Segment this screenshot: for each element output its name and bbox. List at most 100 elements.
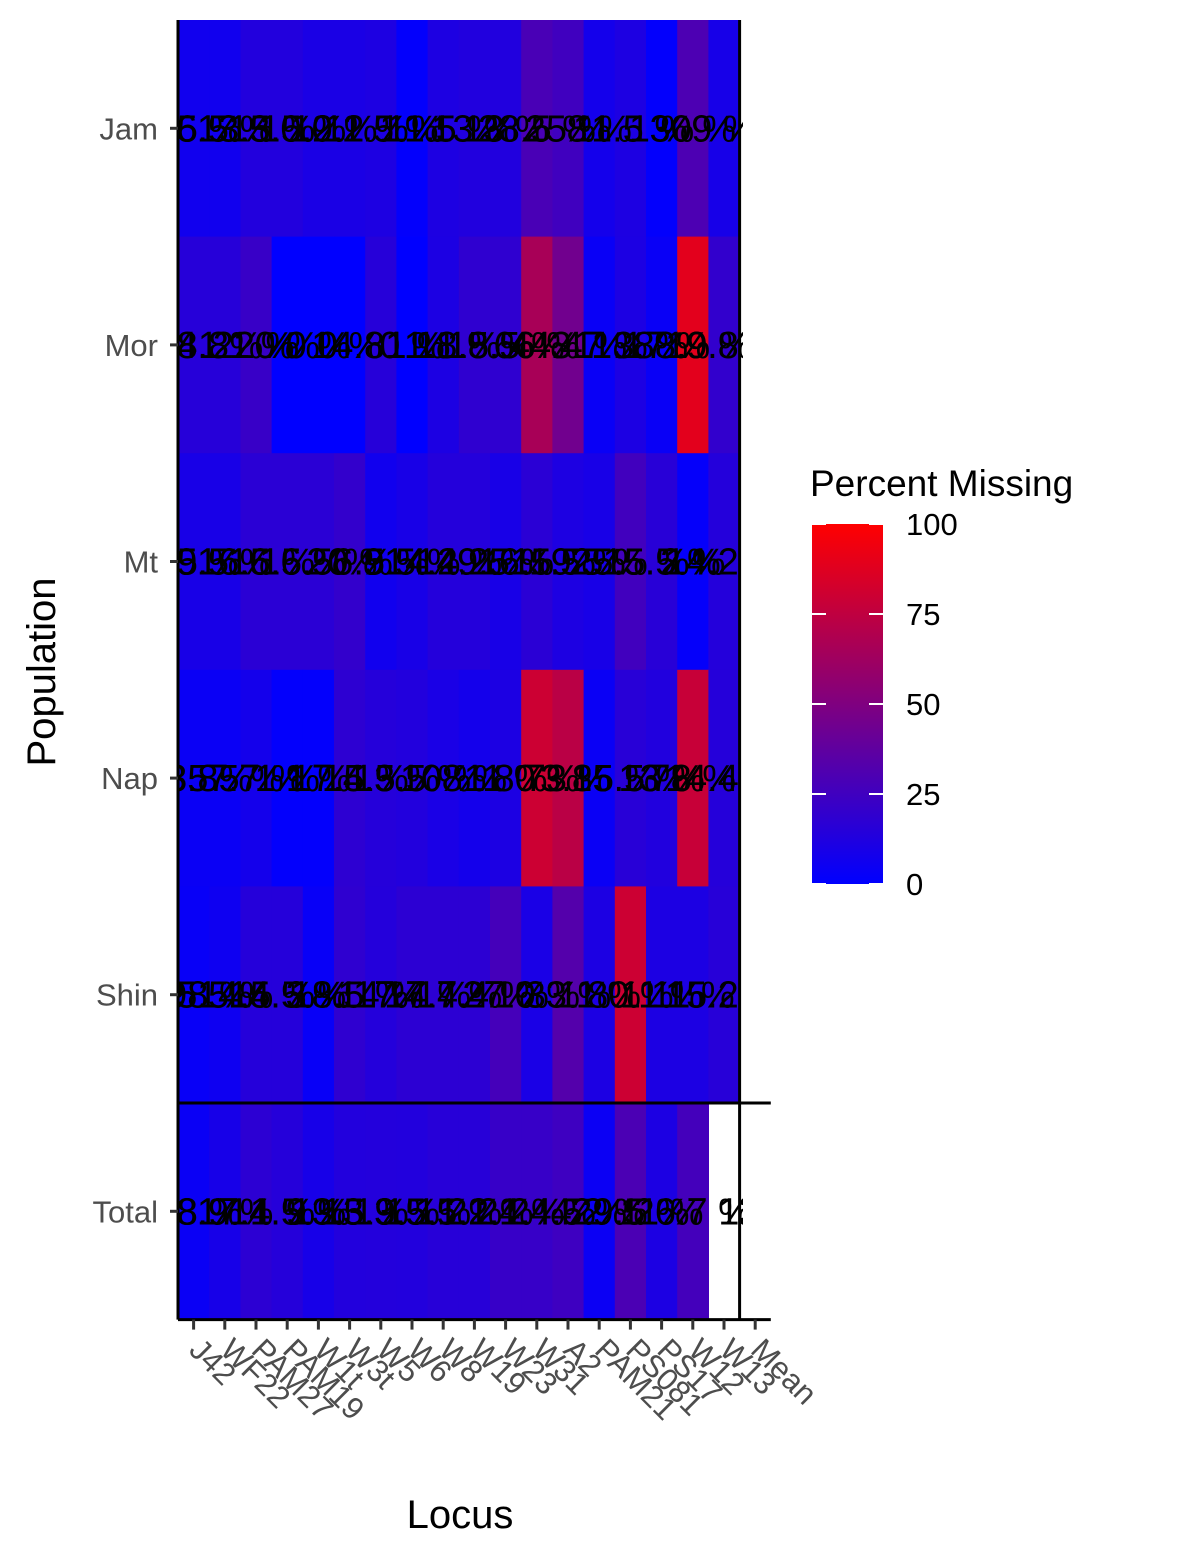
heatmap-cell [490, 236, 522, 454]
cell-value-label: 1 % [629, 108, 694, 150]
heatmap-cell [583, 886, 616, 1104]
heatmap-cell [614, 669, 647, 887]
total-value-label: 13.5 % [290, 1191, 408, 1233]
cell-value-label: 14.5 % [197, 975, 315, 1017]
cell-value-label: 17.4 % [415, 975, 533, 1017]
cell-value-label: 2 % [660, 542, 725, 584]
heatmap-cell [677, 236, 709, 454]
heatmap-cell [614, 453, 647, 671]
cell-value-label: 11 % [557, 975, 641, 1017]
y-tick-label: Mt [124, 545, 159, 580]
heatmap-cell [490, 20, 522, 238]
heatmap-cell [458, 453, 491, 671]
y-tick-label: Total [93, 1194, 158, 1229]
heatmap-cell [271, 886, 304, 1104]
cell-value-label: 0 % [254, 325, 319, 367]
cell-value-label: 14 % [337, 975, 424, 1017]
cell-value-label: 18.5 % [446, 325, 564, 367]
heatmap-cell-labels: 6.5 %6.5 %13.5 %13.5 %10.2 %10.2 %11.5 %… [124, 108, 783, 1233]
heatmap-cell [458, 886, 491, 1104]
heatmap-cell [490, 669, 522, 887]
cell-value-label: 10.2 % [259, 108, 377, 150]
heatmap-cell [209, 669, 241, 887]
cell-value-label: 17.4 % [384, 975, 502, 1017]
cell-value-label: 9.5 % [176, 542, 273, 584]
color-legend: Percent Missing 0 25 50 75 100 [810, 463, 1073, 902]
cell-value-label: 9.5 % [457, 542, 554, 584]
cell-value-label: 9.5 % [363, 542, 460, 584]
total-cell [365, 1103, 397, 1320]
cell-value-label: 6.5 % [332, 542, 429, 584]
cell-value-label: 11 % [651, 975, 735, 1017]
cell-value-label: 8 % [566, 108, 631, 150]
heatmap-cell [677, 669, 709, 887]
heatmap-cell [271, 20, 304, 238]
heatmap-cell [614, 886, 647, 1104]
heatmap-cell [552, 236, 585, 454]
total-cell [427, 1103, 460, 1320]
cell-value-label: 3 % [286, 975, 351, 1017]
total-value-label: 4.2 % [551, 1191, 648, 1233]
total-cell [302, 1103, 335, 1320]
x-axis-title: Locus [407, 1493, 514, 1537]
heatmap-cell [552, 453, 585, 671]
heatmap-cell [427, 236, 460, 454]
cell-value-label: 13.5 % [197, 108, 315, 150]
cell-value-label: 1 % [286, 758, 351, 800]
heatmap-cell [209, 20, 241, 238]
heatmap-cell [490, 453, 522, 671]
heatmap-cell [396, 20, 429, 238]
cell-value-label: 14.81 % [124, 325, 263, 367]
cell-value-label: 16.5 % [478, 542, 596, 584]
cell-value-label: 19.8 % [665, 325, 783, 367]
heatmap-cell [271, 236, 304, 454]
cell-value-label: 14.2 % [384, 542, 502, 584]
cell-value-label: 13.5 % [353, 758, 471, 800]
total-value-label: 24.5 % [509, 1191, 627, 1233]
cell-value-label: 1 % [254, 758, 319, 800]
cell-value-label: 0 % [286, 325, 351, 367]
cell-value-label: 15.5 % [602, 542, 720, 584]
heatmap-cell [677, 886, 709, 1104]
cell-value-label: 14.81 % [155, 325, 294, 367]
heatmap-cell [209, 886, 241, 1104]
cell-value-label: 3.7 % [613, 325, 710, 367]
cell-value-label: 10 % [493, 975, 580, 1017]
cell-value-label: 30 % [649, 108, 736, 150]
cell-value-label: 73 % [525, 758, 612, 800]
cell-value-label: 11 % [620, 975, 704, 1017]
y-tick-label: Shin [96, 978, 158, 1013]
heatmap-cell [178, 453, 210, 671]
total-value-label: 8.9 % [176, 1191, 273, 1233]
cell-value-label: 3.85 % [540, 758, 658, 800]
heatmap-cell [396, 236, 429, 454]
cell-value-label: 9.5 % [145, 542, 242, 584]
total-value-label: 29.5 % [571, 1191, 689, 1233]
cell-value-label: 9.5 % [551, 542, 648, 584]
heatmap-cell [209, 236, 241, 454]
heatmap-cell [708, 886, 741, 1104]
heatmap-cell [178, 886, 210, 1104]
total-value-label: 9 % [286, 1191, 351, 1233]
heatmap-cell [521, 453, 553, 671]
heatmap-cell [334, 886, 366, 1104]
cell-value-label: 10 % [400, 758, 487, 800]
heatmap-cell [427, 886, 460, 1104]
cell-value-label: 20 % [306, 542, 393, 584]
cell-value-label: 7.7 % [207, 758, 304, 800]
heatmap-cell [334, 236, 366, 454]
cell-value-label: 9 % [691, 108, 756, 150]
total-value-label: 21.4 % [478, 1191, 596, 1233]
legend-title: Percent Missing [810, 463, 1073, 504]
total-value-label: 13.5 % [353, 1191, 471, 1233]
total-cell [178, 1103, 210, 1320]
total-cell [396, 1103, 429, 1320]
y-tick-label: Nap [101, 761, 158, 796]
cell-value-label: 11.5 % [323, 108, 438, 150]
heatmap-cell [396, 453, 429, 671]
cell-value-label: 22 % [213, 325, 300, 367]
cell-value-label: 15.2 % [665, 975, 783, 1017]
heatmap-cell [302, 886, 335, 1104]
heatmap-cell [677, 453, 709, 671]
heatmap-cell [490, 886, 522, 1104]
